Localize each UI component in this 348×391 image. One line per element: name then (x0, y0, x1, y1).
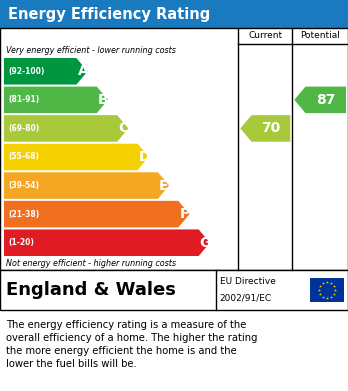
Text: Energy Efficiency Rating: Energy Efficiency Rating (8, 7, 210, 22)
Text: 87: 87 (316, 93, 335, 107)
Polygon shape (4, 58, 88, 84)
Text: (39-54): (39-54) (8, 181, 39, 190)
Text: Potential: Potential (300, 32, 340, 41)
Text: (1-20): (1-20) (8, 238, 34, 247)
Text: F: F (179, 207, 189, 221)
Polygon shape (4, 115, 128, 142)
Text: England & Wales: England & Wales (6, 281, 176, 299)
Text: B: B (98, 93, 109, 107)
Text: Not energy efficient - higher running costs: Not energy efficient - higher running co… (6, 259, 176, 268)
Text: D: D (139, 150, 150, 164)
Text: Current: Current (248, 32, 283, 41)
Text: 2002/91/EC: 2002/91/EC (220, 294, 272, 303)
Text: (69-80): (69-80) (8, 124, 39, 133)
Text: C: C (118, 122, 128, 135)
Text: Very energy efficient - lower running costs: Very energy efficient - lower running co… (6, 46, 176, 55)
Bar (0, 28, 348, 270)
Polygon shape (294, 86, 346, 113)
Bar (310, 278, 344, 302)
Text: (55-68): (55-68) (8, 152, 39, 161)
Text: EU Directive: EU Directive (220, 278, 276, 287)
Polygon shape (4, 172, 169, 199)
Text: (81-91): (81-91) (8, 95, 39, 104)
Text: overall efficiency of a home. The higher the rating: overall efficiency of a home. The higher… (6, 333, 258, 343)
Polygon shape (4, 86, 108, 113)
Polygon shape (4, 201, 189, 228)
Bar (0, 0, 348, 28)
Polygon shape (240, 115, 290, 142)
Text: E: E (159, 179, 168, 193)
Text: (21-38): (21-38) (8, 210, 39, 219)
Text: G: G (200, 236, 211, 250)
Polygon shape (4, 144, 149, 170)
Text: The energy efficiency rating is a measure of the: The energy efficiency rating is a measur… (6, 320, 246, 330)
Text: lower the fuel bills will be.: lower the fuel bills will be. (6, 359, 137, 369)
Polygon shape (4, 230, 210, 256)
Text: A: A (78, 64, 88, 78)
Text: the more energy efficient the home is and the: the more energy efficient the home is an… (6, 346, 237, 356)
Text: (92-100): (92-100) (8, 67, 45, 76)
Text: 70: 70 (261, 122, 280, 135)
Bar (0, 270, 348, 310)
